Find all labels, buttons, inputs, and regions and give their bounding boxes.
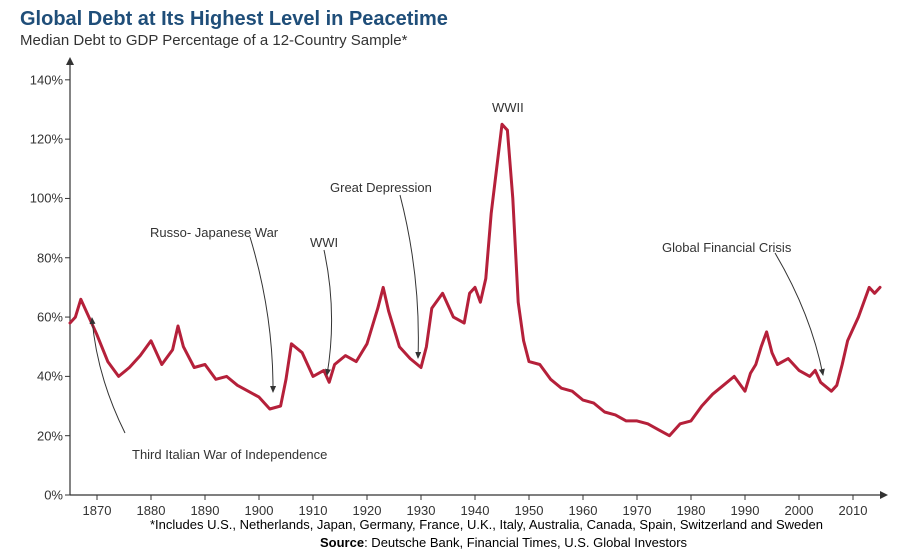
x-tick-label: 2010: [833, 503, 873, 518]
x-tick-label: 1970: [617, 503, 657, 518]
y-tick-label: 60%: [18, 310, 63, 325]
x-tick-label: 1940: [455, 503, 495, 518]
y-tick-label: 80%: [18, 250, 63, 265]
source-text: : Deutsche Bank, Financial Times, U.S. G…: [364, 535, 687, 550]
y-tick-label: 140%: [18, 72, 63, 87]
annotation-label: WWII: [492, 100, 524, 115]
chart-source: Source: Deutsche Bank, Financial Times, …: [320, 535, 687, 550]
x-tick-label: 1960: [563, 503, 603, 518]
annotation-label: Global Financial Crisis: [662, 240, 791, 255]
y-tick-label: 40%: [18, 369, 63, 384]
y-tick-label: 0%: [18, 488, 63, 503]
x-tick-label: 1930: [401, 503, 441, 518]
annotation-label: WWI: [310, 235, 338, 250]
x-tick-label: 1980: [671, 503, 711, 518]
annotation-label: Third Italian War of Independence: [132, 447, 327, 462]
chart-canvas: [0, 0, 900, 554]
y-tick-label: 120%: [18, 132, 63, 147]
y-tick-label: 100%: [18, 191, 63, 206]
x-tick-label: 1920: [347, 503, 387, 518]
annotation-label: Great Depression: [330, 180, 432, 195]
x-tick-label: 1950: [509, 503, 549, 518]
x-tick-label: 1890: [185, 503, 225, 518]
x-tick-label: 2000: [779, 503, 819, 518]
x-tick-label: 1870: [77, 503, 117, 518]
x-tick-label: 1990: [725, 503, 765, 518]
chart-footnote: *Includes U.S., Netherlands, Japan, Germ…: [150, 517, 823, 532]
source-label: Source: [320, 535, 364, 550]
annotation-label: Russo- Japanese War: [150, 225, 278, 240]
x-tick-label: 1880: [131, 503, 171, 518]
y-tick-label: 20%: [18, 428, 63, 443]
x-tick-label: 1910: [293, 503, 333, 518]
x-tick-label: 1900: [239, 503, 279, 518]
